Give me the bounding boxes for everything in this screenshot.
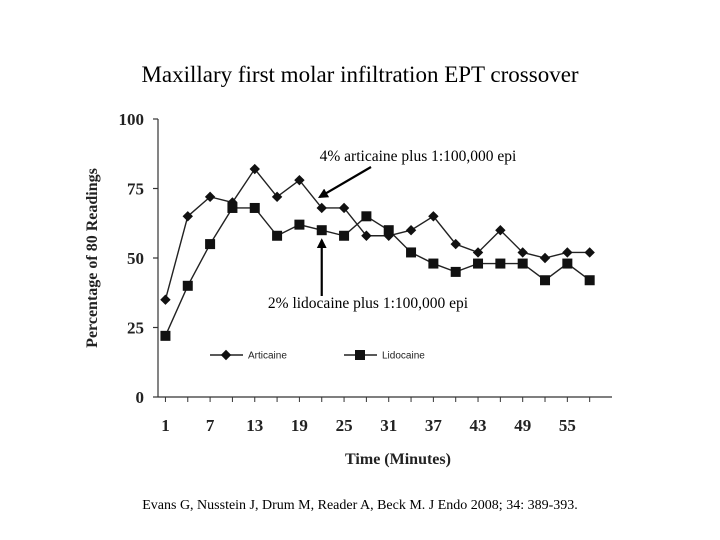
- data-point-lidocaine: [182, 280, 193, 291]
- legend-marker-articaine: [220, 349, 232, 361]
- data-point-articaine: [584, 247, 595, 258]
- data-point-articaine: [428, 211, 439, 222]
- data-point-lidocaine: [406, 247, 417, 258]
- legend-item-articaine: Articaine: [210, 349, 287, 362]
- data-point-articaine: [472, 247, 484, 258]
- chart-axes: [153, 118, 612, 402]
- data-point-lidocaine: [383, 225, 394, 236]
- data-point-lidocaine: [294, 219, 305, 230]
- data-point-articaine: [204, 191, 216, 203]
- data-point-lidocaine: [361, 211, 372, 222]
- annotation-articaine: 4% articaine plus 1:100,000 epi: [320, 148, 517, 165]
- legend-item-lidocaine: Lidocaine: [344, 350, 425, 362]
- series-articaine: [160, 163, 595, 305]
- x-tick-label: 37: [425, 416, 443, 435]
- x-axis-label: Time (Minutes): [345, 451, 451, 468]
- data-point-lidocaine: [473, 258, 484, 269]
- data-point-lidocaine: [227, 202, 238, 213]
- chart-series: [160, 163, 595, 341]
- data-point-articaine: [294, 174, 305, 186]
- y-tick-label: 100: [119, 110, 145, 129]
- y-tick-label: 75: [127, 180, 144, 199]
- data-point-lidocaine: [450, 266, 461, 277]
- annotation-lidocaine: 2% lidocaine plus 1:100,000 epi: [268, 295, 469, 312]
- data-point-articaine: [405, 225, 417, 236]
- series-line-lidocaine: [164, 207, 591, 337]
- data-point-lidocaine: [428, 258, 439, 269]
- y-tick-label: 50: [127, 249, 144, 268]
- data-point-lidocaine: [160, 330, 171, 341]
- data-point-lidocaine: [517, 258, 528, 269]
- x-tick-label: 43: [470, 416, 487, 435]
- x-tick-label: 1: [161, 416, 170, 435]
- y-axis-label: Percentage of 80 Readings: [84, 168, 101, 348]
- citation: Evans G, Nusstein J, Drum M, Reader A, B…: [142, 498, 578, 513]
- data-point-articaine: [316, 202, 327, 214]
- data-point-lidocaine: [339, 230, 350, 241]
- x-tick-labels: 1 7 13 19 25 31 37 43 49 55: [161, 416, 576, 435]
- chart-legend: Articaine Lidocaine: [210, 349, 425, 362]
- chart-title: Maxillary first molar infiltration EPT c…: [141, 62, 579, 87]
- annotation-arrow-articaine: [318, 166, 372, 198]
- data-point-articaine: [450, 238, 461, 250]
- x-tick-label: 13: [246, 416, 263, 435]
- data-point-lidocaine: [316, 225, 327, 236]
- data-point-articaine: [562, 247, 573, 258]
- x-tick-label: 49: [514, 416, 531, 435]
- data-point-articaine: [517, 247, 528, 258]
- legend-label-articaine: Articaine: [248, 351, 287, 362]
- y-tick-label: 25: [127, 319, 144, 338]
- series-lidocaine: [160, 202, 595, 341]
- data-point-articaine: [495, 225, 506, 236]
- data-point-lidocaine: [272, 230, 283, 241]
- data-point-articaine: [160, 294, 171, 305]
- x-tick-label: 19: [291, 416, 308, 435]
- legend-label-lidocaine: Lidocaine: [382, 351, 425, 362]
- series-line-articaine: [164, 167, 590, 300]
- x-tick-label: 25: [336, 416, 353, 435]
- data-point-articaine: [249, 163, 260, 175]
- x-tick-label: 31: [380, 416, 397, 435]
- data-point-lidocaine: [540, 275, 551, 286]
- chart-annotations: 4% articaine plus 1:100,000 epi 2% lidoca…: [268, 148, 517, 312]
- data-point-lidocaine: [205, 239, 216, 250]
- data-point-articaine: [338, 202, 350, 214]
- y-tick-labels: 0 25 50 75 100: [119, 110, 145, 407]
- data-point-articaine: [271, 191, 283, 203]
- x-tick-label: 7: [206, 416, 215, 435]
- legend-marker-lidocaine: [355, 350, 365, 360]
- data-point-lidocaine: [249, 202, 260, 213]
- x-tick-label: 55: [559, 416, 576, 435]
- data-point-articaine: [182, 211, 193, 222]
- data-point-lidocaine: [562, 258, 573, 269]
- data-point-articaine: [361, 230, 372, 241]
- data-point-lidocaine: [584, 275, 595, 286]
- data-point-lidocaine: [495, 258, 506, 269]
- data-point-articaine: [539, 252, 551, 264]
- y-tick-label: 0: [136, 388, 145, 407]
